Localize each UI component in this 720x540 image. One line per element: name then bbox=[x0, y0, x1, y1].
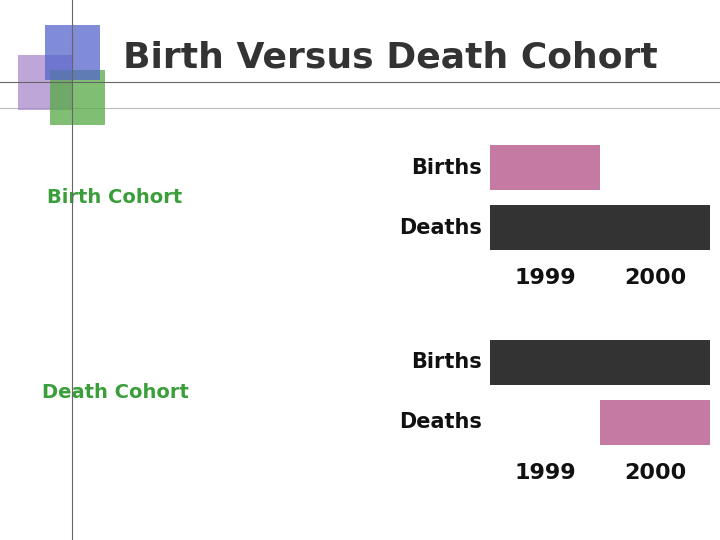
Text: Deaths: Deaths bbox=[399, 413, 482, 433]
Bar bbox=[490, 205, 710, 250]
Text: 1999: 1999 bbox=[514, 463, 576, 483]
Text: Births: Births bbox=[411, 158, 482, 178]
Bar bbox=[45, 25, 100, 80]
Text: Births: Births bbox=[411, 353, 482, 373]
Bar bbox=[18, 55, 73, 110]
Bar bbox=[50, 70, 105, 125]
Bar bbox=[600, 400, 710, 445]
Bar bbox=[490, 340, 710, 385]
Text: Birth Cohort: Birth Cohort bbox=[48, 188, 183, 207]
Bar bbox=[490, 145, 600, 190]
Text: 2000: 2000 bbox=[624, 268, 686, 288]
Text: Birth Versus Death Cohort: Birth Versus Death Cohort bbox=[122, 41, 657, 75]
Text: Deaths: Deaths bbox=[399, 218, 482, 238]
Text: 2000: 2000 bbox=[624, 463, 686, 483]
Text: Death Cohort: Death Cohort bbox=[42, 383, 189, 402]
Text: 1999: 1999 bbox=[514, 268, 576, 288]
